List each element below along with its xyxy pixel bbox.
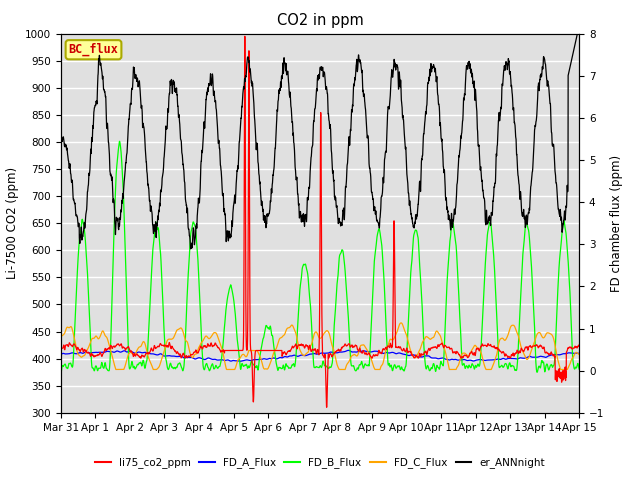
Y-axis label: FD chamber flux (ppm): FD chamber flux (ppm) bbox=[610, 155, 623, 292]
Text: BC_flux: BC_flux bbox=[68, 43, 118, 56]
Y-axis label: Li-7500 CO2 (ppm): Li-7500 CO2 (ppm) bbox=[6, 167, 19, 279]
Legend: li75_co2_ppm, FD_A_Flux, FD_B_Flux, FD_C_Flux, er_ANNnight: li75_co2_ppm, FD_A_Flux, FD_B_Flux, FD_C… bbox=[91, 453, 549, 472]
Title: CO2 in ppm: CO2 in ppm bbox=[276, 13, 364, 28]
